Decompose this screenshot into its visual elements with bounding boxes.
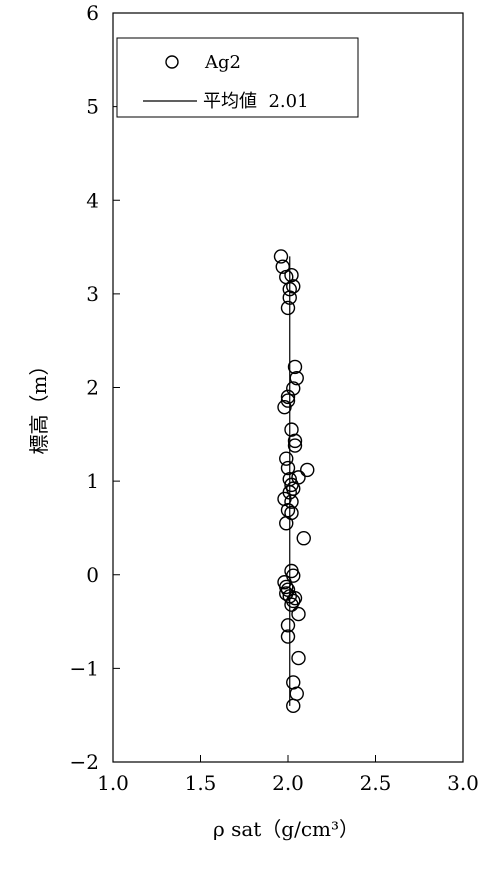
data-points <box>273 249 315 714</box>
data-point <box>280 629 296 644</box>
y-tick-label: −1 <box>70 656 99 680</box>
y-tick-label: 2 <box>86 376 99 400</box>
x-axis: 1.0 1.5 2.0 2.5 3.0 <box>97 755 479 795</box>
legend-label-series: Ag2 <box>204 52 241 73</box>
data-point <box>280 393 296 408</box>
data-point <box>284 597 299 612</box>
legend-marker-icon <box>165 55 179 69</box>
data-point <box>287 590 303 606</box>
data-point <box>280 300 296 316</box>
x-tick-label: 1.5 <box>185 771 217 795</box>
data-point <box>280 618 296 633</box>
data-point <box>287 438 303 453</box>
y-axis: −2 −1 0 1 2 3 4 5 6 <box>70 1 120 774</box>
data-point <box>289 370 304 386</box>
data-point <box>284 267 299 283</box>
data-point <box>287 359 303 375</box>
y-tick-label: 6 <box>86 1 99 25</box>
data-point <box>279 451 294 466</box>
data-point <box>277 399 292 415</box>
plot-area <box>112 12 464 763</box>
y-tick-label: −2 <box>70 750 99 774</box>
y-tick-label: 0 <box>86 563 99 587</box>
data-point <box>280 460 296 476</box>
x-tick-label: 2.0 <box>272 771 304 795</box>
y-axis-title: 標高（m） <box>27 356 51 455</box>
plot-frame <box>112 12 464 763</box>
legend-box <box>116 37 359 118</box>
data-point <box>273 249 289 264</box>
data-point <box>291 606 306 622</box>
data-point <box>280 389 296 405</box>
legend: Ag2 平均値 2.01 <box>116 37 359 118</box>
x-tick-label: 3.0 <box>447 771 479 795</box>
data-point <box>286 698 301 714</box>
x-axis-title: ρ sat（g/cm³） <box>213 817 359 841</box>
data-point <box>291 650 306 666</box>
data-point <box>287 433 303 449</box>
data-point <box>279 516 294 531</box>
data-point <box>300 462 315 478</box>
data-point <box>289 686 304 701</box>
y-tick-label: 1 <box>86 469 99 493</box>
data-point <box>286 381 301 396</box>
data-point <box>279 579 294 595</box>
x-tick-label: 1.0 <box>97 771 129 795</box>
data-point <box>282 290 297 305</box>
data-point <box>280 502 296 518</box>
x-tick-label: 2.5 <box>360 771 392 795</box>
y-tick-label: 3 <box>86 282 99 306</box>
y-tick-label: 5 <box>86 95 99 119</box>
data-point <box>284 494 299 509</box>
data-point <box>282 281 297 297</box>
legend-label-mean: 平均値 2.01 <box>203 91 309 112</box>
y-tick-label: 4 <box>86 188 99 212</box>
data-point <box>296 531 311 546</box>
data-point <box>275 259 290 274</box>
